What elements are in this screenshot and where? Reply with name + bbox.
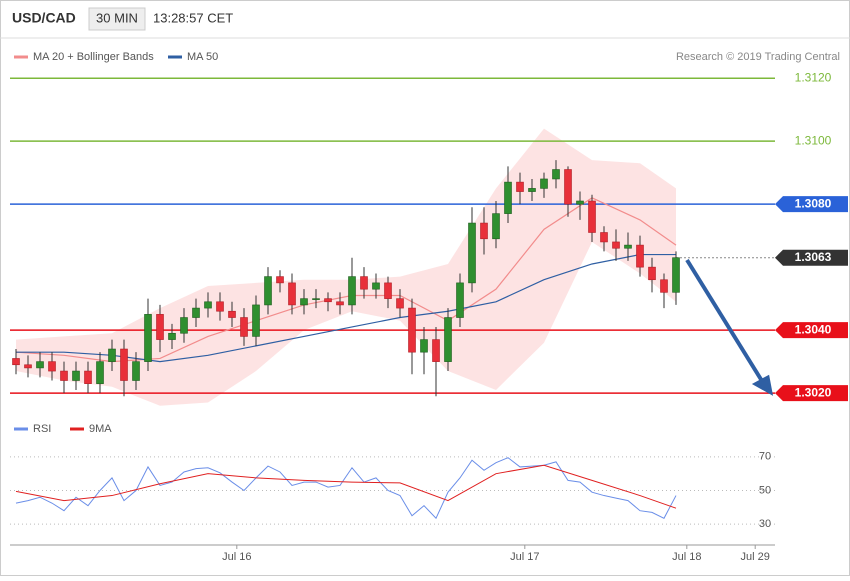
clock: 13:28:57 CET [153, 10, 233, 25]
candle-body [168, 332, 176, 340]
candle-body [96, 361, 104, 384]
candle-body [528, 188, 536, 192]
candle-body [396, 298, 404, 309]
ma-line [16, 253, 676, 363]
candle-body [60, 370, 68, 381]
candle-body [516, 181, 524, 192]
interval: 30 MIN [96, 10, 138, 25]
candle-body [504, 181, 512, 214]
level-label: 1.3040 [795, 322, 832, 336]
candle-body [276, 276, 284, 284]
candle-body [216, 301, 224, 312]
arrow-head [751, 374, 774, 396]
candle-body [660, 279, 668, 293]
candle-body [72, 370, 80, 381]
candle-body [576, 200, 584, 205]
candle-body [372, 282, 380, 290]
candle-body [288, 282, 296, 306]
y-tick-label: 70 [759, 451, 771, 463]
candle-body [588, 200, 596, 233]
x-tick-label: Jul 29 [741, 551, 770, 563]
candle-body [264, 276, 272, 306]
candle-body [456, 282, 464, 318]
candle-body [408, 307, 416, 353]
legend-label: 9MA [89, 423, 112, 435]
legend-label: MA 20 + Bollinger Bands [33, 51, 154, 63]
x-tick-label: Jul 17 [510, 551, 539, 563]
candle-body [636, 244, 644, 268]
candle-body [336, 301, 344, 306]
candle-body [204, 301, 212, 309]
level-label: 1.3120 [795, 70, 832, 84]
candle-body [480, 222, 488, 240]
candle-body [240, 317, 248, 337]
y-tick-label: 30 [759, 518, 771, 530]
candle-body [300, 298, 308, 306]
candle-body [420, 339, 428, 353]
candle-body [192, 307, 200, 318]
candle-body [384, 282, 392, 299]
candle-body [348, 276, 356, 306]
candle-body [540, 178, 548, 189]
candle-body [648, 266, 656, 281]
symbol: USD/CAD [12, 10, 76, 26]
candle-body [360, 276, 368, 290]
candle-body [228, 310, 236, 318]
candle-body [564, 169, 572, 205]
candle-body [324, 298, 332, 303]
candle-body [144, 314, 152, 362]
candle-body [24, 364, 32, 369]
level-label-box [775, 322, 848, 339]
candle-body [156, 314, 164, 340]
level-label-box [775, 385, 848, 402]
legend-label: MA 50 [187, 51, 218, 63]
candle-body [612, 241, 620, 249]
candle-body [132, 361, 140, 381]
legend-label: RSI [33, 423, 51, 435]
candle-body [468, 222, 476, 284]
candle-body [312, 298, 320, 300]
interval-box [88, 7, 146, 31]
indicator-line [15, 457, 677, 520]
candle-body [432, 339, 440, 362]
level-label: 1.3063 [795, 250, 832, 264]
candle-body [444, 317, 452, 362]
candle-body [48, 361, 56, 372]
candle-body [120, 348, 128, 381]
x-tick-label: Jul 16 [222, 551, 251, 563]
candle-body [84, 370, 92, 384]
candle-body [108, 348, 116, 362]
candle-body [552, 169, 560, 180]
candle-body [180, 317, 188, 334]
target-arrow [685, 258, 764, 383]
indicator-line [15, 464, 677, 509]
candle-body [36, 361, 44, 369]
candle-body [672, 257, 680, 293]
y-tick-label: 50 [759, 484, 771, 496]
level-label: 1.3080 [795, 196, 832, 210]
level-label-box [775, 196, 848, 213]
candle-body [252, 304, 260, 337]
candle-body [624, 244, 632, 249]
candle-body [492, 213, 500, 240]
level-label: 1.3100 [795, 133, 832, 147]
level-label: 1.3020 [795, 385, 832, 399]
level-label-box [775, 249, 848, 266]
candle-body [12, 358, 20, 366]
copyright: Research © 2019 Trading Central [676, 51, 840, 63]
candle-body [600, 232, 608, 243]
x-tick-label: Jul 18 [672, 551, 701, 563]
